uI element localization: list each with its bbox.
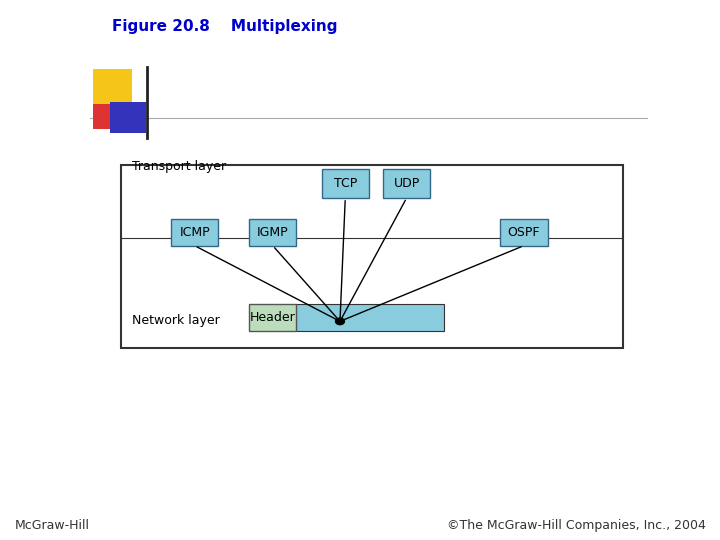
Text: IGMP: IGMP [257,226,289,239]
Text: ICMP: ICMP [179,226,210,239]
Text: ©The McGraw-Hill Companies, Inc., 2004: ©The McGraw-Hill Companies, Inc., 2004 [446,519,706,532]
FancyBboxPatch shape [249,304,297,331]
FancyBboxPatch shape [109,102,145,133]
Text: OSPF: OSPF [508,226,540,239]
FancyBboxPatch shape [383,168,431,198]
Text: UDP: UDP [394,177,420,190]
FancyBboxPatch shape [297,304,444,331]
Circle shape [336,318,344,325]
Text: Header: Header [250,311,296,324]
Text: Network layer: Network layer [132,314,220,327]
FancyBboxPatch shape [93,69,132,109]
Text: McGraw-Hill: McGraw-Hill [14,519,89,532]
FancyBboxPatch shape [249,219,297,246]
FancyBboxPatch shape [500,219,547,246]
FancyBboxPatch shape [121,165,623,348]
FancyBboxPatch shape [171,219,218,246]
FancyBboxPatch shape [322,168,369,198]
Text: Transport layer: Transport layer [132,160,226,173]
FancyBboxPatch shape [93,104,121,129]
Text: Figure 20.8    Multiplexing: Figure 20.8 Multiplexing [112,19,337,34]
Text: TCP: TCP [333,177,357,190]
